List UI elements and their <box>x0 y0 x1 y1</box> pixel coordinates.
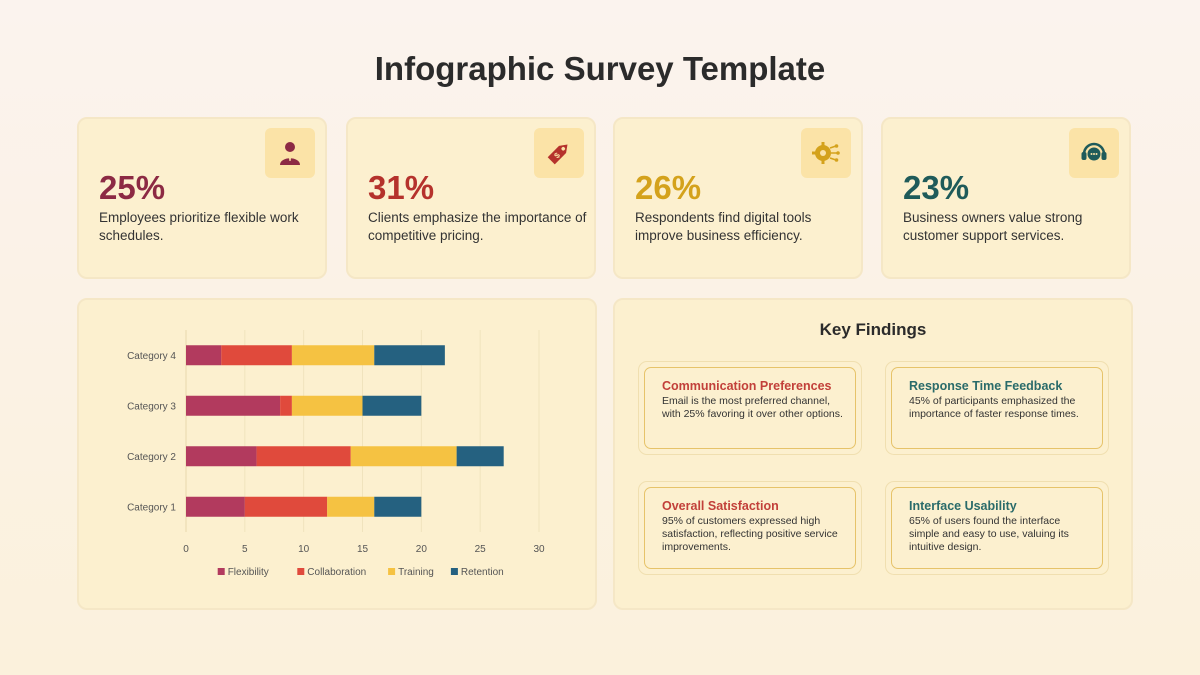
finding-heading: Interface Usability <box>909 499 1017 513</box>
legend-label: Retention <box>461 567 504 578</box>
stat-card-3: 26% Respondents find digital tools impro… <box>613 117 863 279</box>
finding-body: 65% of users found the interface simple … <box>909 515 1069 553</box>
finding-body: 45% of participants emphasized the impor… <box>909 395 1079 420</box>
finding-card-2: Response Time Feedback 45% of participan… <box>885 361 1109 455</box>
legend-swatch <box>388 568 396 575</box>
x-tick-label: 15 <box>357 544 369 555</box>
stat-description: Employees prioritize flexible work sched… <box>99 210 299 243</box>
legend-label: Training <box>398 567 434 578</box>
finding-heading: Response Time Feedback <box>909 379 1063 393</box>
finding-card-4: Interface Usability 65% of users found t… <box>885 481 1109 575</box>
chart-panel: 0 5 10 15 20 25 30 Category 1 Category 2 Category… <box>77 298 597 610</box>
svg-text:$: $ <box>552 150 562 160</box>
x-tick-label: 0 <box>183 544 189 555</box>
y-tick-label: Category 3 <box>127 401 176 412</box>
bar-segment <box>350 446 457 467</box>
bar-segment <box>456 446 504 467</box>
stat-value: 23% <box>903 169 970 206</box>
legend-label: Collaboration <box>307 567 366 578</box>
bar-segment <box>186 345 222 366</box>
x-tick-label: 25 <box>475 544 487 555</box>
x-tick-label: 20 <box>416 544 428 555</box>
stacked-bar-chart: 0 5 10 15 20 25 30 Category 1 Category 2 Category… <box>127 330 545 578</box>
key-findings-panel: Key Findings Communication Preferences E… <box>613 298 1133 610</box>
legend-label: Flexibility <box>228 567 269 578</box>
bar-segment <box>186 496 245 517</box>
legend-swatch <box>297 568 305 575</box>
person-icon <box>265 128 315 178</box>
y-tick-label: Category 2 <box>127 452 176 463</box>
finding-card-3: Overall Satisfaction 95% of customers ex… <box>638 481 862 575</box>
x-tick-label: 30 <box>533 544 545 555</box>
stat-description: Business owners value strong customer su… <box>903 210 1083 243</box>
legend-swatch <box>217 568 225 575</box>
bar-segment <box>291 345 375 366</box>
page-title: Infographic Survey Template <box>374 50 826 87</box>
stat-value: 31% <box>368 169 435 206</box>
bar-segment <box>374 496 422 517</box>
stat-description: Clients emphasize the importance of comp… <box>368 210 587 243</box>
finding-heading: Overall Satisfaction <box>662 499 779 513</box>
finding-body: Email is the most preferred channel, wit… <box>662 395 843 420</box>
headset-icon <box>1069 128 1119 178</box>
bar-segment <box>327 496 375 517</box>
stat-card-4: 23% Business owners value strong custome… <box>881 117 1131 279</box>
bar-segment <box>362 395 422 416</box>
finding-heading: Communication Preferences <box>662 379 832 393</box>
bar-segment <box>221 345 292 366</box>
bar-segment <box>244 496 328 517</box>
bar-segment <box>374 345 445 366</box>
stat-card-2: $ 31% Clients emphasize the importance o… <box>346 117 596 279</box>
bar-segment <box>186 395 281 416</box>
price-tag-icon: $ <box>534 128 584 178</box>
bar-segment <box>186 446 257 467</box>
stat-value: 26% <box>635 169 702 206</box>
stat-card-1: 25% Employees prioritize flexible work s… <box>77 117 327 279</box>
y-tick-label: Category 1 <box>127 502 176 513</box>
stat-value: 25% <box>99 169 166 206</box>
x-tick-label: 5 <box>242 544 248 555</box>
bar-segment <box>280 395 292 416</box>
y-tick-label: Category 4 <box>127 351 176 362</box>
stat-description: Respondents find digital tools improve b… <box>635 210 812 243</box>
key-findings-title: Key Findings <box>819 320 927 339</box>
finding-card-1: Communication Preferences Email is the m… <box>638 361 862 455</box>
bar-segment <box>256 446 351 467</box>
finding-body: 95% of customers expressed high satisfac… <box>662 515 838 553</box>
x-tick-label: 10 <box>298 544 310 555</box>
bar-segment <box>291 395 363 416</box>
gear-circuit-icon <box>801 128 851 178</box>
legend-swatch <box>450 568 458 575</box>
